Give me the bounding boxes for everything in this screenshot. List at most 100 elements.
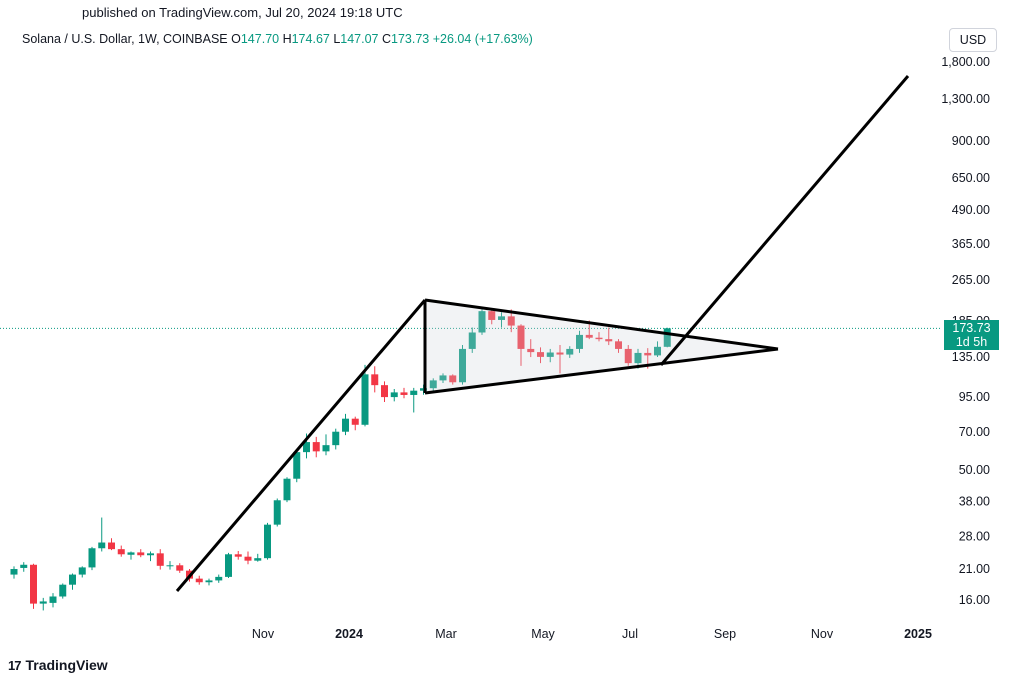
candle xyxy=(176,563,184,573)
candle-body xyxy=(176,565,184,571)
candle-body xyxy=(30,564,37,604)
y-tick-label: 365.00 xyxy=(952,237,990,251)
candle-body xyxy=(166,565,174,567)
candle-body xyxy=(390,392,398,398)
candle xyxy=(147,551,154,562)
candle xyxy=(215,574,223,583)
candle-body xyxy=(488,311,496,320)
candle-body xyxy=(644,352,652,356)
candle-body xyxy=(39,601,47,604)
candle-body xyxy=(215,576,223,581)
open-label: O xyxy=(231,32,241,46)
candle xyxy=(439,373,447,384)
candle-body xyxy=(98,542,106,549)
candle xyxy=(312,436,320,458)
candle-body xyxy=(634,352,642,364)
candle xyxy=(108,538,115,551)
flagpole-line xyxy=(175,299,427,592)
y-tick-label: 900.00 xyxy=(952,134,990,148)
candle xyxy=(361,364,369,427)
y-tick-label: 21.00 xyxy=(959,562,990,576)
candle xyxy=(371,366,379,393)
candle xyxy=(39,597,47,611)
candle-body xyxy=(108,542,115,550)
candle-body xyxy=(332,431,340,446)
candle-body xyxy=(10,569,18,575)
x-axis: Nov 2024 Mar May Jul Sep Nov 2025 xyxy=(252,627,932,641)
x-tick-label: 2024 xyxy=(335,627,363,641)
candle-body xyxy=(293,452,301,479)
candle-body xyxy=(254,558,262,561)
candle xyxy=(283,477,291,503)
pattern-drawings[interactable] xyxy=(175,75,910,592)
candle-body xyxy=(195,578,203,583)
x-tick-label: May xyxy=(531,627,555,641)
candle xyxy=(517,324,525,366)
y-tick-label: 28.00 xyxy=(959,529,990,543)
candle xyxy=(605,327,613,346)
candle xyxy=(322,434,330,456)
candle-body xyxy=(576,334,583,349)
candle xyxy=(293,449,301,483)
candle xyxy=(127,551,135,560)
candle-body xyxy=(566,348,574,355)
candle-body xyxy=(361,374,369,425)
y-axis: 16.00 21.00 28.00 38.00 50.00 70.00 95.00 135.0… xyxy=(941,55,990,607)
candle-body xyxy=(49,596,57,603)
candle xyxy=(195,575,203,585)
currency-button[interactable]: USD xyxy=(949,28,997,52)
pennant-fill xyxy=(425,300,778,393)
candle xyxy=(78,566,86,578)
candle-body xyxy=(225,554,232,577)
candle xyxy=(98,517,106,552)
x-tick-label: 2025 xyxy=(904,627,932,641)
close-value: 173.73 xyxy=(391,32,430,46)
candle xyxy=(117,545,125,557)
x-tick-label: Sep xyxy=(714,627,736,641)
bar-countdown: 1d 5h xyxy=(955,335,988,349)
candle xyxy=(225,552,232,579)
y-tick-label: 135.00 xyxy=(952,350,990,364)
y-tick-label: 16.00 xyxy=(959,593,990,607)
candle-body xyxy=(429,380,437,389)
candle xyxy=(381,381,388,402)
candle-body xyxy=(322,445,330,452)
candle xyxy=(478,306,486,335)
candle-body xyxy=(654,346,661,356)
chart-header: Solana / U.S. Dollar, 1W, COINBASE O 147.… xyxy=(22,32,533,46)
candle-body xyxy=(244,556,252,561)
candle-body xyxy=(88,548,96,568)
candle-body xyxy=(556,352,564,355)
candle xyxy=(488,309,496,325)
candle-body xyxy=(303,442,310,453)
candle xyxy=(88,546,96,571)
candle-body xyxy=(137,552,145,556)
candle-body xyxy=(517,325,525,349)
candle-body xyxy=(156,553,164,566)
candle xyxy=(459,345,466,385)
change-value: +26.04 (+17.63%) xyxy=(432,32,533,46)
candle xyxy=(234,550,242,560)
candle xyxy=(410,387,418,413)
y-tick-label: 95.00 xyxy=(959,390,990,404)
low-value: 147.07 xyxy=(340,32,379,46)
candle-body xyxy=(283,478,291,501)
candle xyxy=(663,327,671,348)
symbol-title: Solana / U.S. Dollar, 1W, COINBASE xyxy=(22,32,228,46)
last-price-value: 173.73 xyxy=(952,321,991,335)
candle-body xyxy=(468,332,476,349)
pennant-upper-line xyxy=(424,298,779,351)
candle xyxy=(537,347,544,364)
candle-body xyxy=(527,348,535,353)
x-tick-label: Mar xyxy=(435,627,457,641)
candle xyxy=(449,374,457,385)
low-label: L xyxy=(333,32,341,46)
y-tick-label: 50.00 xyxy=(959,463,990,477)
published-caption: published on TradingView.com, Jul 20, 20… xyxy=(82,5,403,20)
candle-body xyxy=(127,552,135,555)
candle xyxy=(576,330,583,353)
candle xyxy=(498,312,505,328)
y-tick-label: 38.00 xyxy=(959,494,990,508)
y-tick-label: 1,300.00 xyxy=(941,92,990,106)
